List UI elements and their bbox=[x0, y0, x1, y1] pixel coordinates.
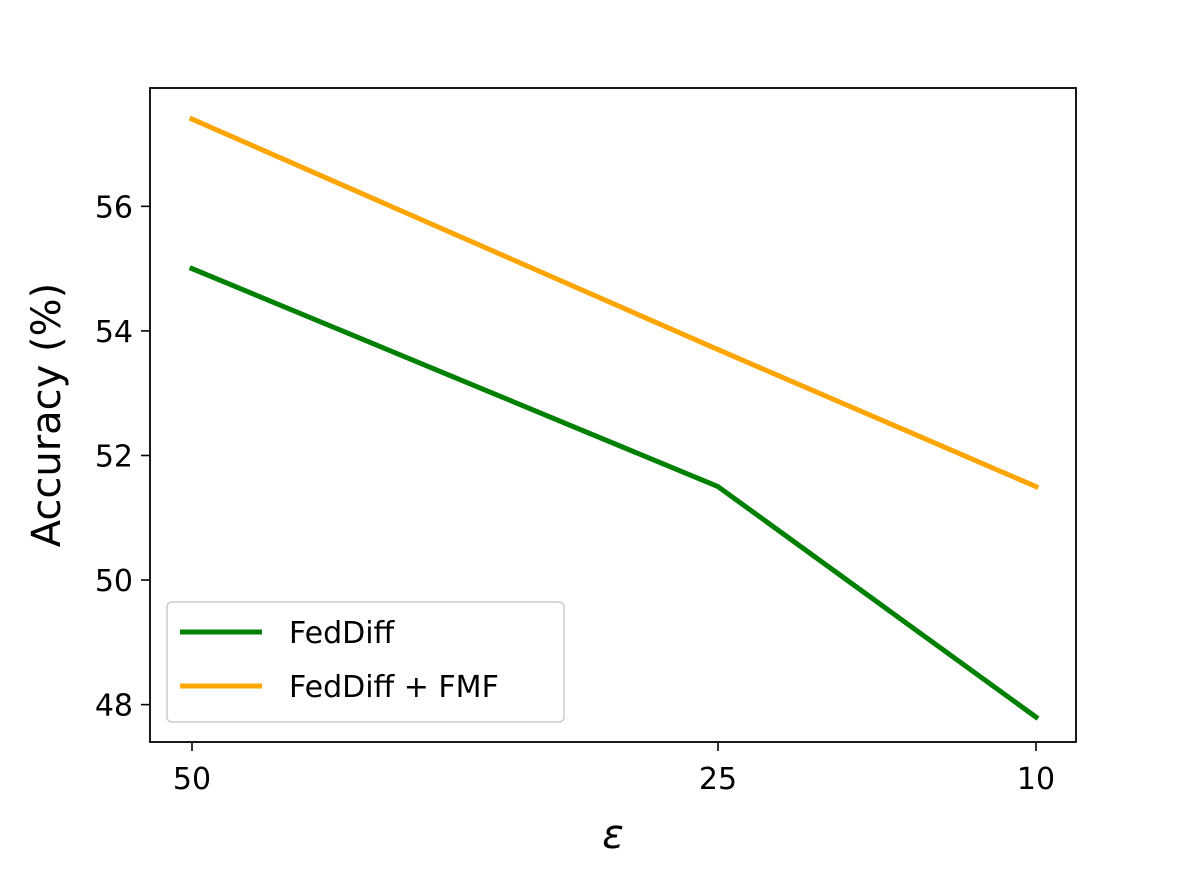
plot-area-frame bbox=[149, 87, 1077, 743]
x-axis: 50 25 10 bbox=[173, 742, 1055, 797]
legend: FedDiff FedDiff + FMF bbox=[166, 601, 565, 723]
x-tick-label: 50 bbox=[173, 762, 211, 797]
y-tick-label: 56 bbox=[95, 190, 133, 225]
y-tick-label: 54 bbox=[95, 315, 133, 350]
legend-label-feddiff: FedDiff bbox=[289, 616, 396, 651]
x-axis-title: ε bbox=[602, 812, 624, 858]
y-tick-label: 48 bbox=[95, 689, 133, 724]
y-tick-label: 50 bbox=[95, 564, 133, 599]
series-layer bbox=[188, 115, 1040, 721]
y-tick-label: 52 bbox=[95, 439, 133, 474]
legend-box bbox=[166, 601, 565, 723]
y-axis: 48 50 52 54 56 bbox=[95, 190, 150, 724]
series-line-feddiff bbox=[188, 265, 1040, 721]
x-tick-label: 10 bbox=[1017, 762, 1055, 797]
x-tick-label: 25 bbox=[699, 762, 737, 797]
legend-label-feddiff-fmf: FedDiff + FMF bbox=[289, 670, 499, 705]
series-line-feddiff-fmf bbox=[188, 115, 1040, 490]
y-axis-title: Accuracy (%) bbox=[24, 283, 70, 548]
